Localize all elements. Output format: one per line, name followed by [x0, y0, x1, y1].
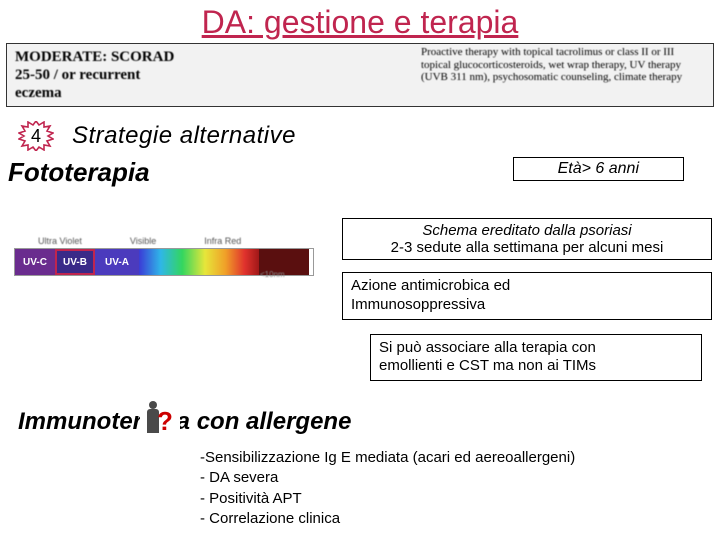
bullet-item: - Correlazione clinica — [200, 509, 575, 529]
seg-uvb: UV-B — [55, 249, 95, 275]
question-mark-icon: ? — [157, 406, 173, 437]
moderate-left-text: MODERATE: SCORAD 25-50 / or recurrent ec… — [7, 44, 182, 106]
immunoterapia-row: Immunoterapia con allergene ? — [18, 408, 351, 436]
immunoterapia-title: Immunoterapia con allergene ? — [18, 408, 351, 436]
callout-associare-line1: Si può associare alla terapia con — [379, 339, 693, 358]
callout-associare: Si può associare alla terapia con emolli… — [370, 334, 702, 382]
callout-associare-line2: emollienti e CST ma non ai TIMs — [379, 357, 693, 376]
spectrum-label-uv: Ultra Violet — [38, 236, 82, 246]
strategy-row: 4 Strategie alternative — [18, 121, 720, 151]
bullet-item: - Positività APT — [200, 489, 575, 509]
callout-schema-line2: 2-3 sedute alla settimana per alcuni mes… — [349, 239, 705, 256]
seg-uva: UV-A — [95, 249, 139, 275]
age-box: Età> 6 anni — [513, 157, 684, 181]
seg-visible — [139, 249, 259, 275]
moderate-right-text: Proactive therapy with topical tacrolimu… — [413, 44, 713, 106]
callout-azione-line1: Azione antimicrobica ed — [351, 277, 703, 296]
spectrum-label-visible: Visible — [130, 236, 156, 246]
strategy-label: Strategie alternative — [72, 122, 296, 150]
bullet-item: -Sensibilizzazione Ig E mediata (acari e… — [200, 448, 575, 468]
callout-azione-line2: Immunosoppressiva — [351, 296, 703, 315]
seg-uvc: UV-C — [15, 249, 55, 275]
callout-azione: Azione antimicrobica ed Immunosoppressiv… — [342, 272, 712, 320]
fototerapia-row: Fototerapia Età> 6 anni — [0, 157, 720, 188]
callout-schema: Schema ereditato dalla psoriasi 2-3 sedu… — [342, 218, 712, 260]
moderate-line1: MODERATE: SCORAD — [15, 48, 174, 66]
moderate-line3: eczema — [15, 84, 174, 102]
slide-title: DA: gestione e terapia — [0, 0, 720, 41]
number-badge: 4 — [18, 121, 54, 151]
moderate-line2: 25-50 / or recurrent — [15, 66, 174, 84]
bullet-list: -Sensibilizzazione Ig E mediata (acari e… — [200, 448, 575, 529]
fototerapia-title: Fototerapia — [8, 157, 150, 188]
spectrum-top-labels: Ultra Violet Visible Infra Red — [14, 236, 314, 246]
spectrum-scale: <10nm — [260, 270, 285, 279]
spectrum-label-ir: Infra Red — [204, 236, 241, 246]
moderate-panel: MODERATE: SCORAD 25-50 / or recurrent ec… — [6, 43, 714, 107]
callout-column: Schema ereditato dalla psoriasi 2-3 sedu… — [342, 218, 712, 381]
callout-schema-line1: Schema ereditato dalla psoriasi — [349, 222, 705, 239]
immunoterapia-text: Immunoterapia con allergene — [18, 408, 351, 435]
badge-number: 4 — [31, 126, 41, 147]
bullet-item: - DA severa — [200, 468, 575, 488]
question-icon: ? — [140, 404, 180, 438]
